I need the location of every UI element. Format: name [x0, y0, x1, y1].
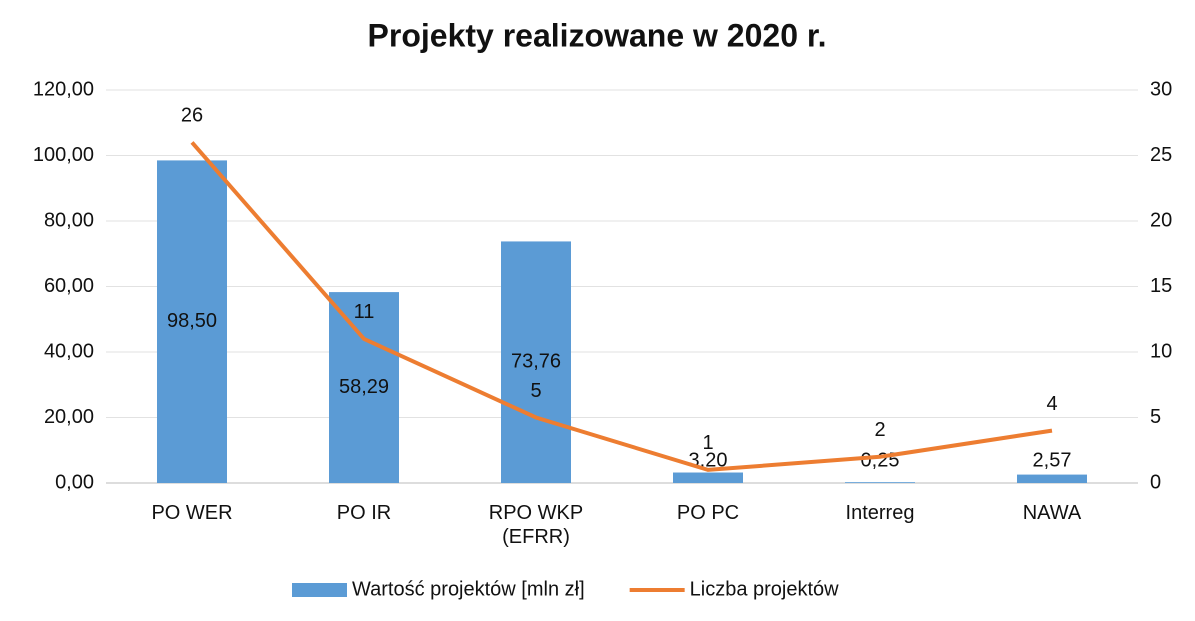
bar — [329, 292, 399, 483]
line-value-label: 5 — [530, 380, 541, 402]
x-tick-label: PO WER — [151, 502, 233, 524]
y2-tick-label: 25 — [1150, 144, 1172, 166]
line-value-label: 26 — [181, 105, 203, 127]
bar — [157, 160, 227, 483]
y2-tick-label: 30 — [1150, 78, 1172, 100]
line-value-label: 2 — [874, 419, 885, 441]
line-value-label: 1 — [702, 432, 713, 454]
legend-label: Liczba projektów — [690, 578, 840, 600]
bar — [1017, 474, 1087, 483]
chart-title: Projekty realizowane w 2020 r. — [368, 17, 827, 53]
y-tick-label: 0,00 — [55, 471, 94, 493]
y-tick-label: 100,00 — [33, 144, 94, 166]
x-tick-label: Interreg — [845, 502, 915, 524]
bar-value-label: 2,57 — [1033, 449, 1072, 471]
line-value-label: 4 — [1046, 393, 1057, 415]
y2-tick-label: 5 — [1150, 406, 1161, 428]
bar — [673, 472, 743, 483]
x-tick-label: PO PC — [676, 502, 740, 524]
y2-tick-label: 20 — [1150, 209, 1172, 231]
y-tick-label: 120,00 — [33, 78, 94, 100]
y2-tick-label: 15 — [1150, 275, 1172, 297]
bar-value-label: 73,76 — [511, 350, 561, 372]
y-tick-label: 20,00 — [44, 406, 94, 428]
y-tick-label: 40,00 — [44, 340, 94, 362]
x-tick-label: RPO WKP (EFRR) — [488, 502, 584, 548]
bar-value-label: 98,50 — [167, 310, 217, 332]
x-tick-label: NAWA — [1022, 502, 1082, 524]
legend-label: Wartość projektów [mln zł] — [352, 578, 585, 600]
y-tick-label: 80,00 — [44, 209, 94, 231]
bar-value-label: 0,25 — [861, 449, 900, 471]
y2-tick-label: 10 — [1150, 340, 1172, 362]
bar-value-label: 58,29 — [339, 376, 389, 398]
y-tick-label: 60,00 — [44, 275, 94, 297]
bar — [501, 241, 571, 483]
line — [190, 141, 1053, 472]
x-tick-label: PO IR — [336, 502, 392, 524]
bar — [845, 482, 915, 483]
y2-tick-label: 0 — [1150, 471, 1161, 493]
legend-swatch — [292, 583, 347, 597]
line-value-label: 11 — [354, 301, 375, 323]
